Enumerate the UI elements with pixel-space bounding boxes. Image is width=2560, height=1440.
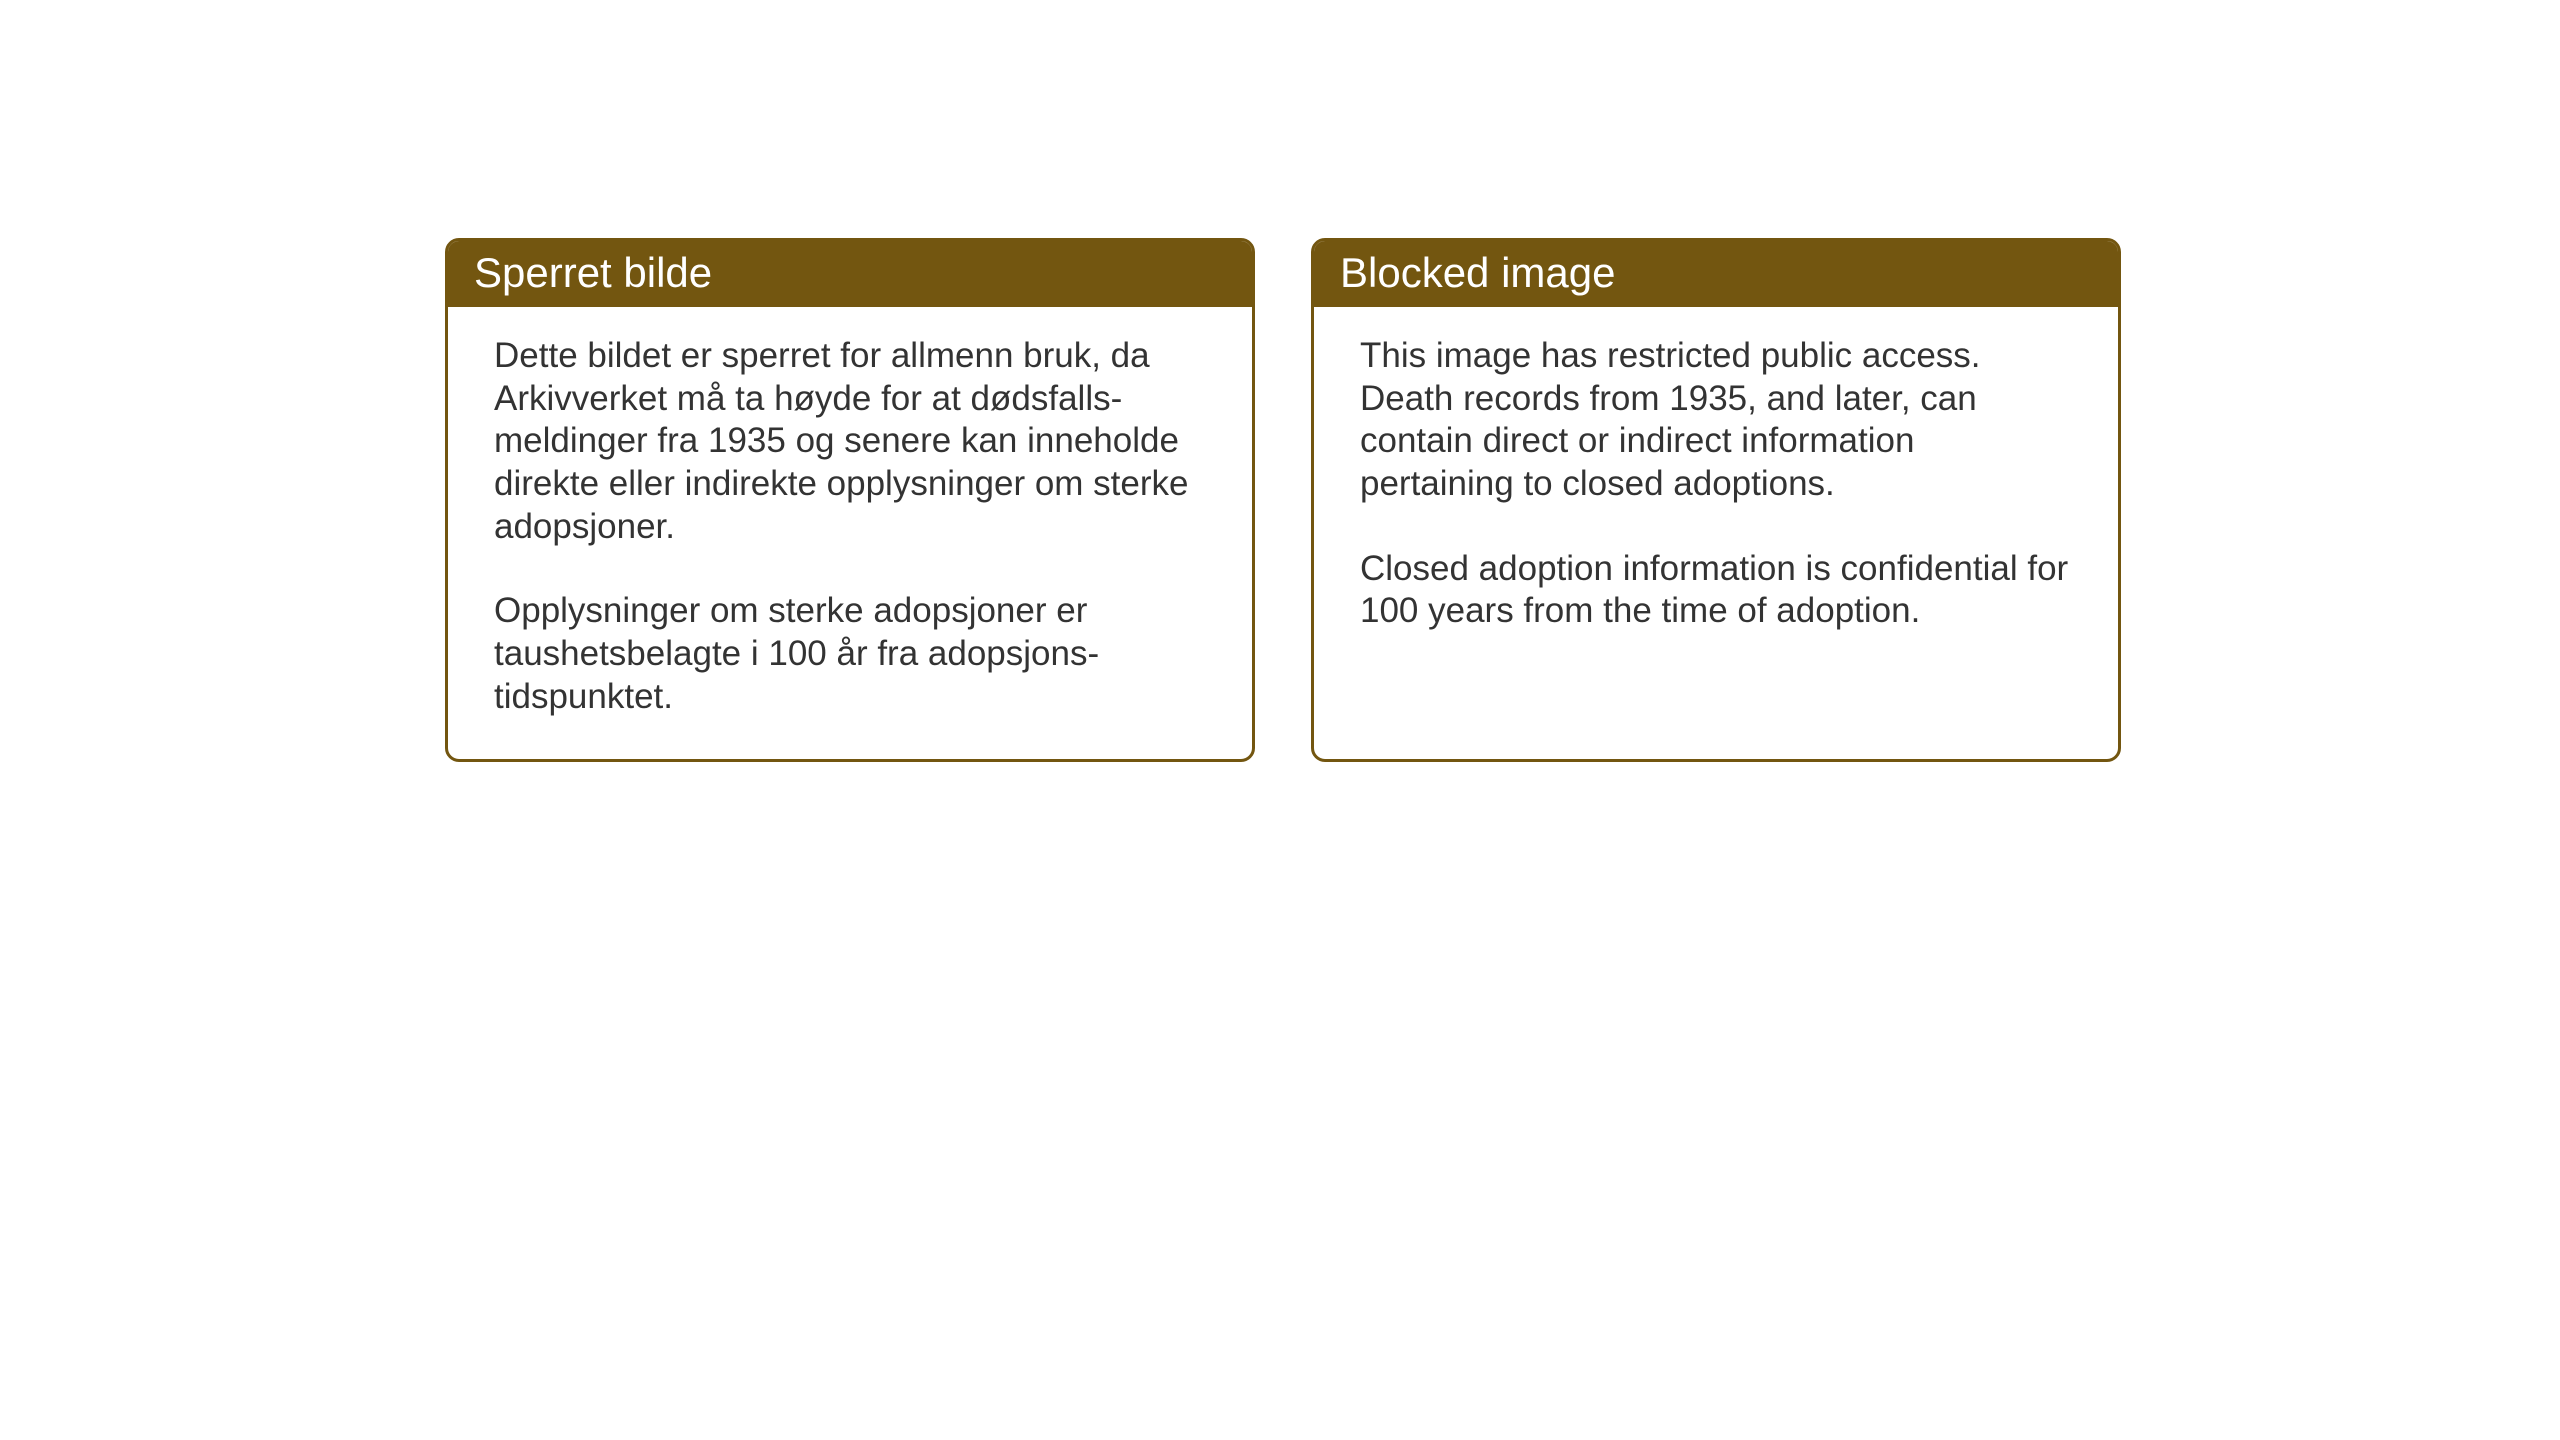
- notice-paragraph-1-english: This image has restricted public access.…: [1360, 335, 2072, 506]
- notice-title-norwegian: Sperret bilde: [474, 249, 712, 296]
- notice-title-english: Blocked image: [1340, 249, 1615, 296]
- notice-header-english: Blocked image: [1314, 241, 2118, 307]
- notice-paragraph-1-norwegian: Dette bildet er sperret for allmenn bruk…: [494, 335, 1206, 548]
- notice-container: Sperret bilde Dette bildet er sperret fo…: [445, 238, 2121, 762]
- notice-header-norwegian: Sperret bilde: [448, 241, 1252, 307]
- notice-body-english: This image has restricted public access.…: [1314, 307, 2118, 673]
- notice-card-norwegian: Sperret bilde Dette bildet er sperret fo…: [445, 238, 1255, 762]
- notice-body-norwegian: Dette bildet er sperret for allmenn bruk…: [448, 307, 1252, 759]
- notice-paragraph-2-norwegian: Opplysninger om sterke adopsjoner er tau…: [494, 590, 1206, 718]
- notice-card-english: Blocked image This image has restricted …: [1311, 238, 2121, 762]
- notice-paragraph-2-english: Closed adoption information is confident…: [1360, 548, 2072, 633]
